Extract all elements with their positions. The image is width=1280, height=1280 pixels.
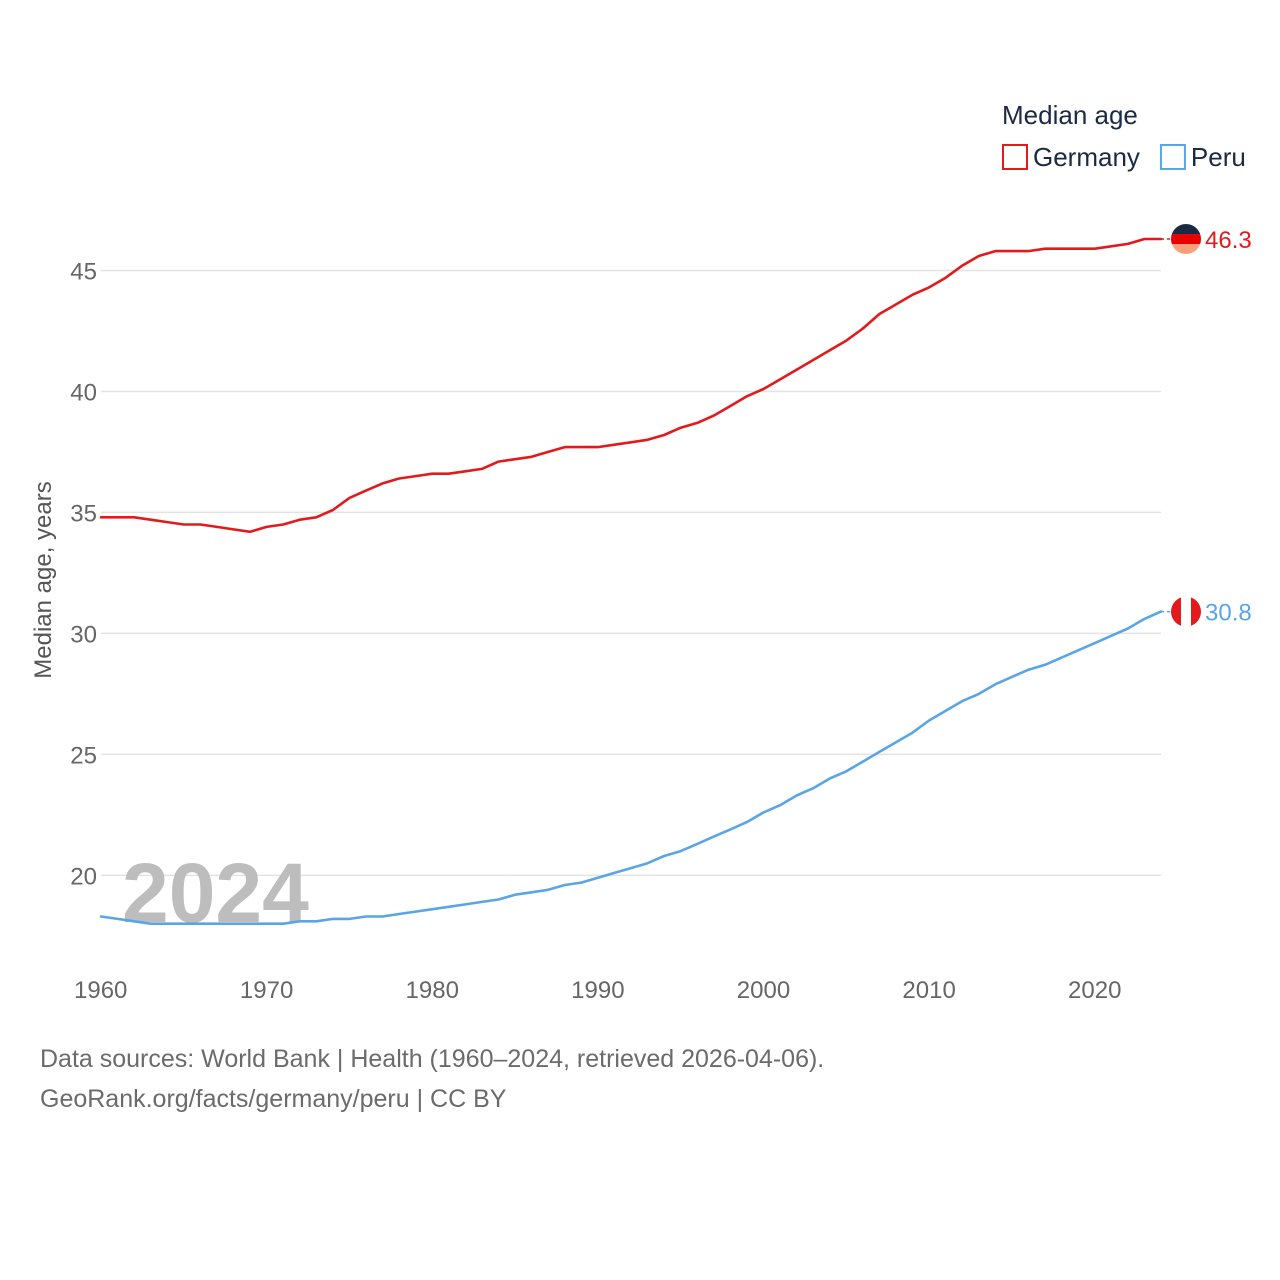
flag-stripe	[1171, 244, 1201, 255]
legend-swatch	[1159, 144, 1186, 170]
y-tick-label: 20	[70, 863, 97, 890]
flag-stripe	[1171, 234, 1201, 245]
x-tick-label: 1960	[74, 977, 127, 1004]
legend: Median age Germany Peru	[1002, 100, 1246, 172]
legend-label: Peru	[1191, 142, 1246, 172]
x-tick-label: 1980	[406, 977, 459, 1004]
year-watermark: 2024	[122, 846, 309, 940]
x-axis-ticks: 1960 1970 1980 1990 2000 2010 2020	[74, 977, 1121, 1004]
series-line-peru	[99, 610, 1163, 926]
germany-flag-icon	[1171, 224, 1201, 255]
legend-label: Germany	[1033, 142, 1140, 172]
flag-stripes	[1171, 224, 1201, 255]
legend-title: Median age	[1002, 100, 1138, 130]
y-axis-title: Median age, years	[30, 481, 57, 678]
series-end-markers: 46.3 30.8	[1161, 224, 1252, 627]
series-line-germany	[99, 237, 1163, 534]
flag-stripe	[1181, 596, 1191, 627]
x-tick-label: 1970	[240, 977, 293, 1004]
end-value-label-peru: 30.8	[1205, 600, 1252, 627]
x-tick-label: 1990	[571, 977, 624, 1004]
peru-flag-icon	[1171, 596, 1201, 627]
x-tick-label: 2000	[737, 977, 790, 1004]
y-tick-label: 45	[70, 258, 97, 285]
flag-stripe	[1171, 596, 1181, 627]
grid-lines	[101, 269, 1161, 877]
flag-stripes	[1171, 596, 1201, 627]
x-tick-label: 2010	[902, 977, 955, 1004]
legend-item-peru: Peru	[1159, 142, 1246, 172]
legend-item-germany: Germany	[1002, 142, 1140, 172]
flag-stripe	[1191, 596, 1201, 627]
series-lines	[99, 237, 1163, 926]
flag-stripe	[1171, 224, 1201, 235]
y-tick-label: 30	[70, 621, 97, 648]
x-tick-label: 2020	[1068, 977, 1121, 1004]
y-axis-ticks: 20 25 30 35 40 45	[70, 258, 97, 890]
end-value-label-germany: 46.3	[1205, 227, 1252, 254]
legend-swatch	[1002, 144, 1028, 170]
footer-sources: Data sources: World Bank | Health (1960–…	[40, 1045, 825, 1073]
y-tick-label: 25	[70, 742, 97, 769]
y-tick-label: 35	[70, 500, 97, 527]
footer-attribution: GeoRank.org/facts/germany/peru | CC BY	[40, 1085, 507, 1113]
y-tick-label: 40	[70, 379, 97, 406]
